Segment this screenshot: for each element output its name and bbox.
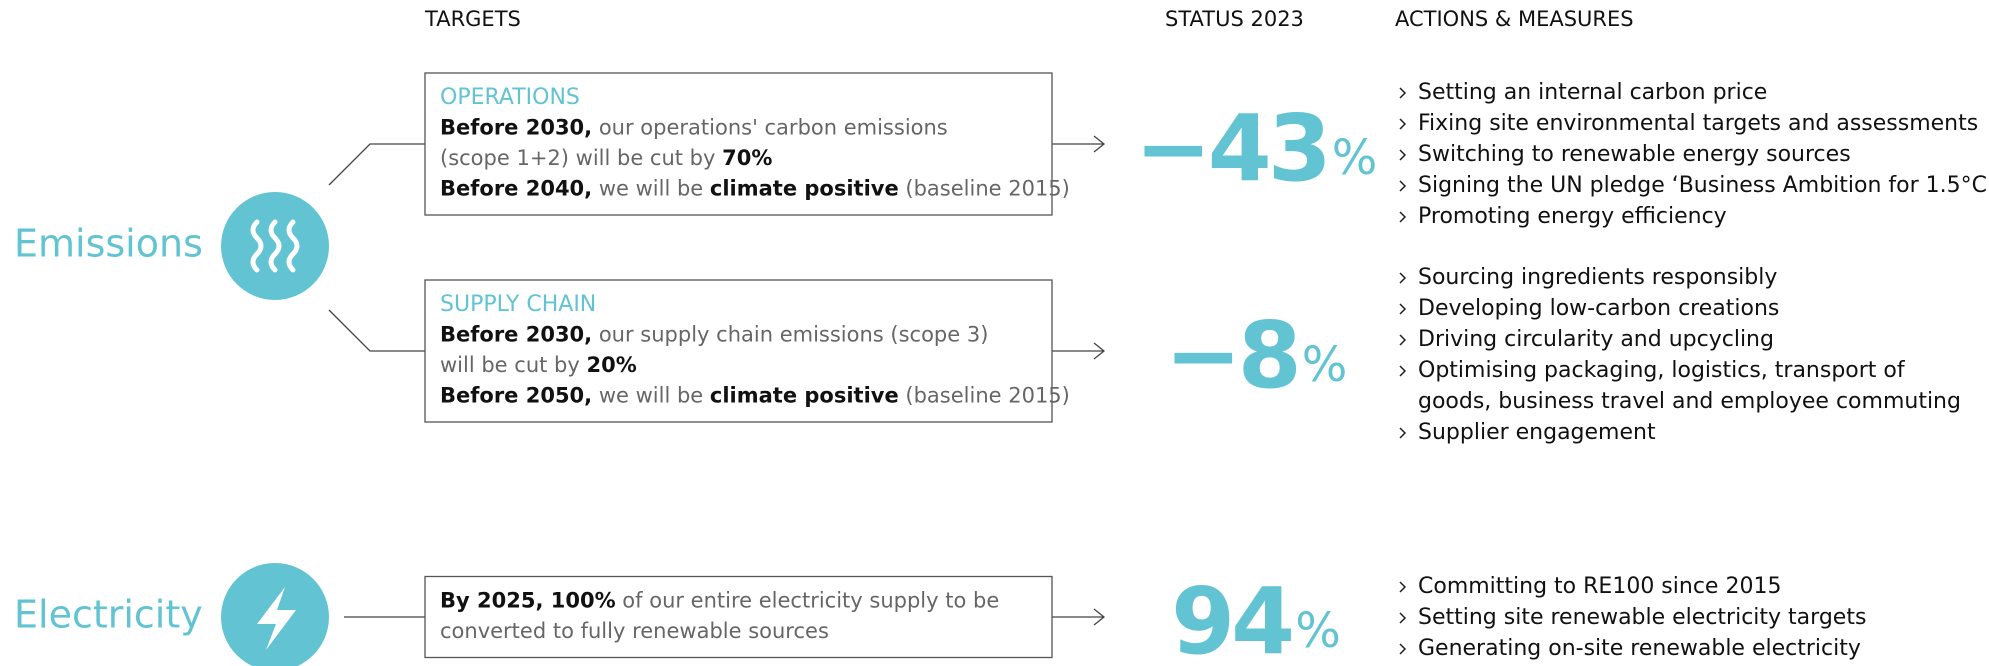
status-unit: %: [1302, 337, 1348, 393]
action-item: Developing low-carbon creations: [1418, 296, 1779, 321]
connector: [328, 309, 425, 352]
bullet: [1399, 427, 1407, 439]
text-run: converted to fully renewable sources: [440, 619, 829, 643]
action-item: Optimising packaging, logistics, transpo…: [1418, 358, 1906, 383]
section-label: Emissions: [14, 222, 203, 266]
status-figure: −43%: [1135, 95, 1378, 202]
bullet: [1399, 87, 1407, 99]
target-line: Before 2030, our supply chain emissions …: [440, 323, 988, 347]
status-unit: %: [1332, 130, 1378, 186]
status-unit: %: [1295, 603, 1341, 659]
action-item: Generating on-site renewable electricity: [1418, 636, 1861, 661]
text-run: (baseline 2015): [899, 177, 1070, 201]
status-value: −43: [1135, 95, 1328, 202]
target-line: Before 2030, our operations' carbon emis…: [440, 116, 948, 140]
text-run: of our entire electricity supply to be: [616, 589, 1000, 613]
action-item: Setting an internal carbon price: [1418, 80, 1767, 105]
text-run: will be cut by: [440, 353, 586, 377]
emissions-icon: [221, 192, 329, 300]
bullet: [1399, 211, 1407, 223]
action-item: Driving circularity and upcycling: [1418, 327, 1774, 352]
status-value: −8: [1165, 302, 1298, 409]
bullet: [1399, 118, 1407, 130]
header-targets: TARGETS: [424, 7, 521, 31]
action-item: goods, business travel and employee comm…: [1418, 389, 1961, 414]
target-box: [424, 279, 1053, 423]
target-line: By 2025, 100% of our entire electricity …: [440, 589, 999, 613]
action-item: Committing to RE100 since 2015: [1418, 574, 1781, 599]
text-run: climate positive: [710, 384, 899, 408]
action-item: Promoting energy efficiency: [1418, 204, 1727, 229]
header-actions: ACTIONS & MEASURES: [1395, 7, 1634, 31]
action-item: Sourcing ingredients responsibly: [1418, 265, 1777, 290]
text-run: Before 2030,: [440, 116, 592, 140]
target-line: Before 2050, we will be climate positive…: [440, 384, 1070, 408]
target-title: OPERATIONS: [440, 85, 580, 110]
text-run: (scope 1+2) will be cut by: [440, 146, 722, 170]
header-status: STATUS 2023: [1165, 7, 1304, 31]
text-run: we will be: [592, 384, 710, 408]
text-run: Before 2050,: [440, 384, 592, 408]
text-run: climate positive: [710, 177, 899, 201]
target-line: will be cut by 20%: [440, 353, 637, 377]
target-line: Before 2040, we will be climate positive…: [440, 177, 1070, 201]
connector: [328, 143, 425, 186]
text-run: 70%: [722, 146, 772, 170]
action-item: Signing the UN pledge ‘Business Ambition…: [1418, 173, 1989, 198]
arrows: [1052, 135, 1106, 626]
status-figure: −8%: [1165, 302, 1348, 409]
action-item: Switching to renewable energy sources: [1418, 142, 1851, 167]
action-item: Setting site renewable electricity targe…: [1418, 605, 1866, 630]
text-run: By 2025, 100%: [440, 589, 616, 613]
text-run: (baseline 2015): [899, 384, 1070, 408]
target-line: (scope 1+2) will be cut by 70%: [440, 146, 772, 170]
bullet: [1399, 272, 1407, 284]
bullet: [1399, 581, 1407, 593]
target-title: SUPPLY CHAIN: [440, 292, 596, 317]
bullet: [1399, 180, 1407, 192]
target-box: [424, 575, 1053, 659]
text-run: 20%: [586, 353, 636, 377]
bullet: [1399, 334, 1407, 346]
bullet: [1399, 365, 1407, 377]
target-box: [424, 72, 1053, 216]
bullet: [1399, 149, 1407, 161]
text-run: Before 2040,: [440, 177, 592, 201]
bolt-icon: [257, 587, 296, 650]
bullet: [1399, 643, 1407, 655]
section-label: Electricity: [14, 593, 203, 637]
target-line: converted to fully renewable sources: [440, 619, 829, 643]
bullet: [1399, 303, 1407, 315]
action-item: Fixing site environmental targets and as…: [1418, 111, 1978, 136]
text-run: Before 2030,: [440, 323, 592, 347]
status-value: 94: [1171, 568, 1291, 666]
action-item: Supplier engagement: [1418, 420, 1656, 445]
status-figure: 94%: [1171, 568, 1341, 666]
bullet: [1399, 612, 1407, 624]
text-run: our supply chain emissions (scope 3): [592, 323, 988, 347]
text-run: we will be: [592, 177, 710, 201]
text-run: our operations' carbon emissions: [592, 116, 948, 140]
steam-icon: [250, 219, 300, 273]
